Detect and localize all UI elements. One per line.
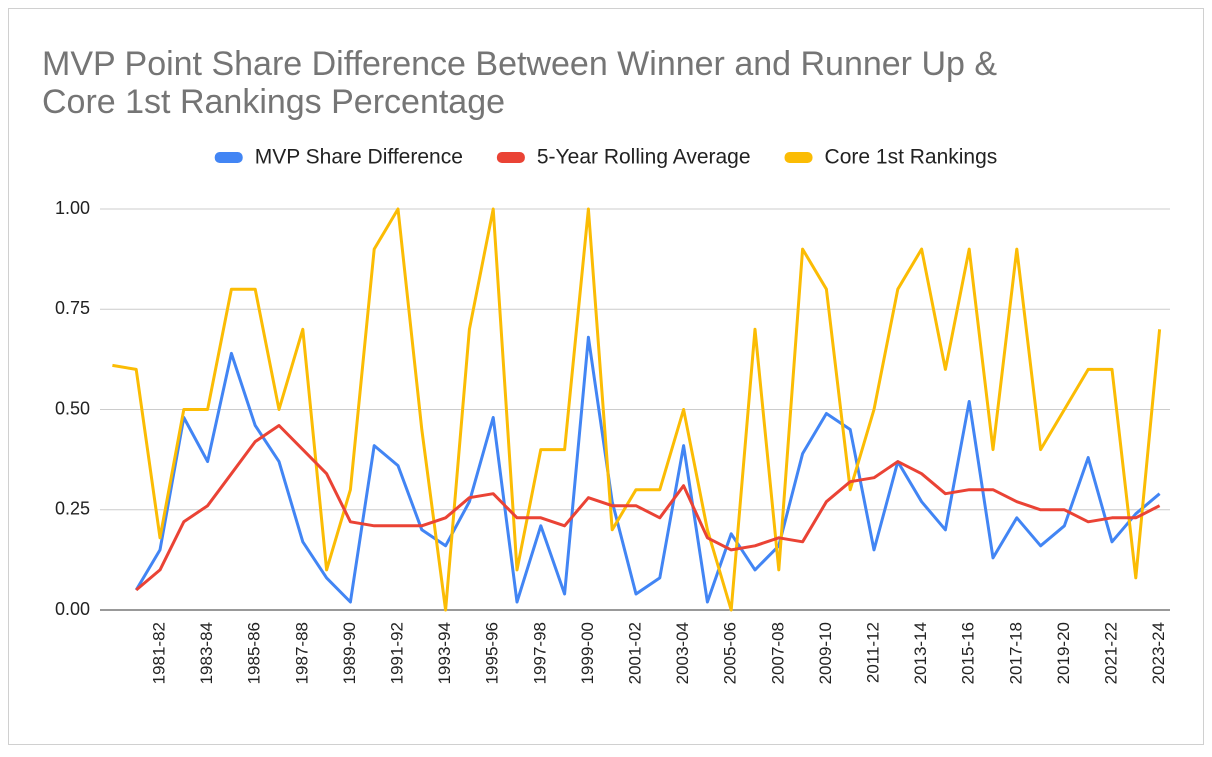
y-tick-label: 0.50 [55, 398, 90, 418]
series-line [112, 207, 1162, 612]
series-line [134, 335, 1161, 604]
y-tick-label: 0.75 [55, 298, 90, 318]
x-tick-label: 1981-82 [149, 622, 168, 684]
x-tick-label: 1989-90 [340, 622, 359, 684]
legend-swatch [214, 152, 243, 163]
x-tick-label: 2009-10 [816, 622, 835, 684]
x-tick-label: 2023-24 [1149, 622, 1168, 684]
chart-title: MVP Point Share Difference Between Winne… [42, 45, 997, 83]
x-tick-label: 2021-22 [1101, 622, 1120, 684]
x-tick-label: 2019-20 [1054, 622, 1073, 684]
series-line [135, 424, 1161, 592]
x-tick-label: 2011-12 [863, 622, 882, 683]
x-tick-label: 1999-00 [578, 622, 597, 684]
legend-item: MVP Share Difference [214, 146, 463, 169]
x-tick-label: 1985-86 [245, 622, 264, 684]
legend-swatch [496, 152, 525, 163]
x-tick-label: 1993-94 [435, 622, 454, 684]
x-tick-label: 1983-84 [197, 622, 216, 684]
chart-frame [8, 8, 1204, 745]
x-tick-label: 2001-02 [625, 622, 644, 684]
x-tick-label: 2005-06 [721, 622, 740, 684]
legend-label: Core 1st Rankings [825, 146, 998, 169]
x-tick-label: 2017-18 [1006, 622, 1025, 684]
x-tick-label: 2015-16 [959, 622, 978, 684]
x-tick-label: 1991-92 [387, 622, 406, 684]
x-tick-label: 1987-88 [292, 622, 311, 684]
chart-title: Core 1st Rankings Percentage [42, 83, 505, 121]
x-tick-label: 2007-08 [768, 622, 787, 684]
legend-label: MVP Share Difference [255, 146, 463, 169]
y-tick-label: 0.25 [55, 499, 90, 519]
x-tick-label: 1997-98 [530, 622, 549, 684]
x-tick-label: 1995-96 [483, 622, 502, 684]
legend-swatch [784, 152, 813, 163]
legend-item: Core 1st Rankings [784, 146, 998, 169]
y-tick-label: 0.00 [55, 599, 90, 619]
y-tick-label: 1.00 [55, 198, 90, 218]
legend-label: 5-Year Rolling Average [537, 146, 751, 169]
x-tick-label: 2003-04 [673, 622, 692, 684]
legend-item: 5-Year Rolling Average [496, 146, 751, 169]
x-tick-label: 2013-14 [911, 622, 930, 684]
